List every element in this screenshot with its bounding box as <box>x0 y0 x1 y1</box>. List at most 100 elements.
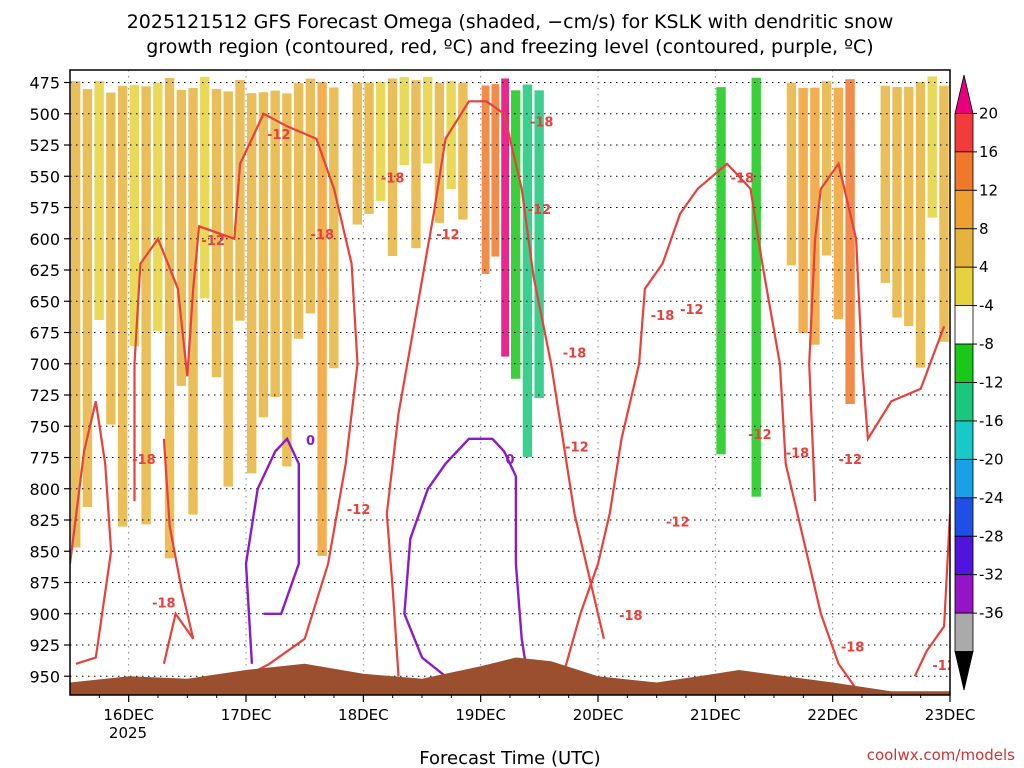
y-tick-label: 500 <box>29 105 60 124</box>
y-tick-label: 925 <box>29 636 60 655</box>
plot-area: -18-12-18-12-18-12-18-12-18-12-18-12-18-… <box>70 70 956 695</box>
omega-streak <box>164 77 175 559</box>
colorbar-cell <box>954 74 974 114</box>
chart-title-line-1: 2025121512 GFS Forecast Omega (shaded, −… <box>127 11 894 33</box>
upward-motion-core <box>481 78 510 357</box>
colorbar-cell <box>954 612 974 652</box>
contour-label-red: -18 <box>619 609 643 624</box>
dgz-contour-line <box>70 401 113 665</box>
omega-streak <box>511 90 521 379</box>
dgz-contour-line <box>808 161 946 502</box>
omega-shading-layer <box>71 76 949 559</box>
colorbar-tick-label: -12 <box>979 374 1004 392</box>
omega-streak <box>364 82 374 214</box>
colorbar: 20 16 12 8 4 -4 -8 -12 -16 -20 -24 -28 -32 -36 <box>954 74 1004 691</box>
omega-streak <box>716 87 726 455</box>
x-tick-label: 20DEC <box>573 706 624 724</box>
omega-streak <box>223 91 233 487</box>
omega-streak <box>446 80 456 190</box>
upward-motion-band-5 <box>880 76 949 368</box>
omega-streak <box>282 93 292 467</box>
omega-streak <box>892 86 902 318</box>
contour-label-red: -12 <box>436 228 460 243</box>
omega-streak <box>411 80 421 249</box>
grid-lines <box>70 70 950 695</box>
y-tick-label: 650 <box>29 292 60 311</box>
contour-label-red: -18 <box>530 115 554 130</box>
omega-streak <box>798 87 808 334</box>
contour-label-red: -18 <box>563 347 587 362</box>
dgz-contour-line <box>561 162 857 690</box>
upward-motion-band-2 <box>235 78 339 556</box>
colorbar-tick-label: -20 <box>979 450 1004 468</box>
contour-label-red: -18 <box>311 228 335 243</box>
omega-streak <box>458 82 468 220</box>
y-tick-label: 675 <box>29 324 60 343</box>
x-year-label: 2025 <box>109 724 147 742</box>
omega-streak <box>810 87 820 345</box>
omega-streak <box>258 92 269 418</box>
omega-streak <box>821 81 832 256</box>
y-tick-label: 475 <box>29 74 60 93</box>
y-tick-label: 875 <box>29 574 60 593</box>
colorbar-cell <box>954 305 974 345</box>
upward-motion-band-1 <box>71 76 233 559</box>
y-tick-label: 725 <box>29 386 60 405</box>
omega-streak <box>728 90 738 415</box>
omega-streak <box>129 85 140 347</box>
contour-label-red: -12 <box>748 428 772 443</box>
y-tick-label: 775 <box>29 449 60 468</box>
omega-streak <box>491 84 500 257</box>
y-tick-label: 625 <box>29 261 60 280</box>
omega-streak <box>833 87 844 319</box>
omega-streak <box>329 87 339 369</box>
x-tick-label: 19DEC <box>455 706 506 724</box>
contour-label-purple: 0 <box>505 453 514 468</box>
omega-streak <box>376 81 386 201</box>
omega-streak <box>399 77 409 166</box>
omega-streak <box>423 76 433 164</box>
colorbar-cell <box>954 228 974 268</box>
colorbar-cell <box>954 420 974 460</box>
omega-streak <box>904 86 914 327</box>
y-tick-label: 600 <box>29 230 60 249</box>
omega-streak <box>786 82 797 266</box>
omega-streak <box>117 85 128 527</box>
omega-streak <box>235 79 245 321</box>
omega-streak <box>176 89 186 386</box>
omega-streak <box>939 85 949 342</box>
upward-motion-band-4 <box>786 79 855 405</box>
omega-streak <box>387 78 398 257</box>
omega-streak <box>82 89 93 507</box>
y-axis: 475 500 525 550 575 600 625 650 675 700 725 750 775 8… <box>29 74 70 686</box>
y-tick-label: 700 <box>29 355 60 374</box>
dgz-contour-line <box>162 438 195 665</box>
y-tick-label: 575 <box>29 199 60 218</box>
omega-streak <box>751 77 761 497</box>
y-tick-label: 550 <box>29 167 60 186</box>
colorbar-cell <box>954 266 974 307</box>
omega-streak <box>880 85 890 283</box>
colorbar-cell <box>954 497 974 537</box>
omega-streak <box>293 83 304 339</box>
dgz-contour-line <box>385 100 605 677</box>
contour-layer: -18-12-18-12-18-12-18-12-18-12-18-12-18-… <box>70 100 956 690</box>
omega-streak <box>352 82 362 225</box>
omega-streak <box>106 92 116 425</box>
y-tick-label: 750 <box>29 417 60 436</box>
colorbar-cell <box>954 343 974 383</box>
omega-streak <box>845 79 855 405</box>
colorbar-cell <box>954 113 974 153</box>
downward-motion-band <box>704 77 761 497</box>
colorbar-tick-label: 16 <box>979 143 998 161</box>
omega-streak <box>247 93 257 474</box>
colorbar-cell <box>954 651 974 691</box>
contour-label-red: -12 <box>932 659 956 674</box>
contour-label-red: -18 <box>731 172 755 187</box>
colorbar-tick-label: 12 <box>979 181 998 199</box>
omega-streak <box>915 81 926 368</box>
omega-streak <box>270 90 280 398</box>
contour-label-red: -18 <box>381 172 405 187</box>
omega-streak <box>522 84 533 457</box>
